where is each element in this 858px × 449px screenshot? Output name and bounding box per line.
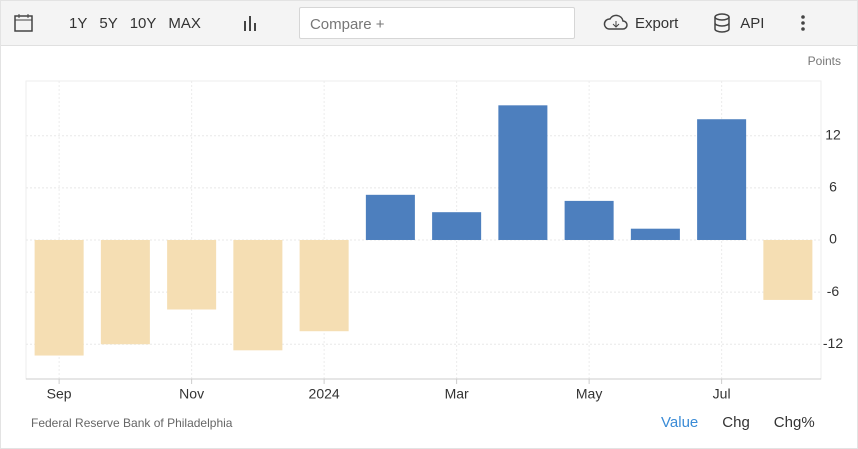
toolbar: 1Y 5Y 10Y MAX Compare + Export API [1, 1, 857, 46]
bar [432, 212, 482, 240]
y-tick-label: -6 [827, 283, 840, 299]
tab[interactable]: Chg [722, 414, 750, 431]
x-tick-label: Jul [713, 386, 731, 402]
bar [100, 239, 150, 345]
source: Federal Reserve Bank of Philadelphia [31, 416, 233, 430]
tab[interactable]: Value [661, 414, 699, 431]
y-tick-label: 6 [829, 179, 837, 195]
compare-input[interactable]: Compare + [298, 7, 575, 39]
bar [34, 239, 84, 356]
bar [365, 194, 415, 240]
bar [564, 200, 614, 240]
y-tick-label: -12 [823, 335, 843, 351]
bar [498, 105, 548, 240]
bar [299, 239, 349, 332]
bar [763, 239, 813, 300]
x-tick-label: May [576, 386, 602, 402]
calendar-icon[interactable] [13, 12, 35, 34]
range-button[interactable]: 1Y [69, 14, 88, 32]
export-icon[interactable] [603, 13, 629, 33]
x-tick-label: 2024 [309, 386, 340, 402]
range-button[interactable]: 5Y [99, 14, 118, 32]
tab-group: Value Chg Chg% [661, 414, 815, 431]
x-tick-label: Sep [47, 386, 72, 402]
x-tick-label: Nov [179, 386, 204, 402]
menu-icon[interactable] [798, 13, 808, 33]
range-button[interactable]: 10Y [129, 14, 157, 32]
api-icon[interactable] [712, 12, 732, 34]
chart: Points 12 6 0 -6 -12 Sep Nov 2024 Mar May Jul [25, 54, 843, 402]
chart-type-icon[interactable] [241, 13, 261, 33]
bar [167, 239, 217, 310]
bar [630, 228, 680, 240]
y-tick-label: 0 [829, 231, 837, 247]
bar [697, 119, 747, 240]
range-button[interactable]: MAX [168, 14, 201, 32]
y-tick-label: 12 [825, 126, 841, 142]
api-button[interactable]: API [740, 14, 765, 32]
x-tick-label: Mar [445, 386, 469, 402]
bar [233, 239, 283, 351]
range-group: 1Y 5Y 10Y MAX [63, 15, 207, 32]
unit-label: Points [808, 54, 841, 68]
tab[interactable]: Chg% [773, 414, 815, 431]
export-button[interactable]: Export [634, 14, 679, 32]
